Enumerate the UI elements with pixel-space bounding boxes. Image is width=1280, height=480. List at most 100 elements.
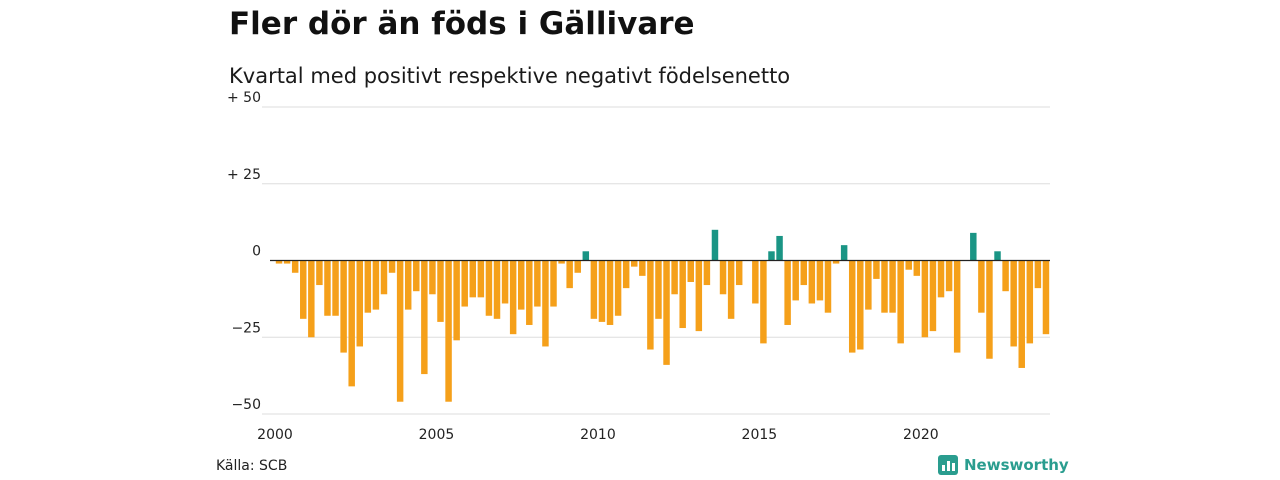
bar xyxy=(978,260,985,313)
bar xyxy=(534,260,541,307)
chart-title: Fler dör än föds i Gällivare xyxy=(229,6,695,42)
bar xyxy=(1002,260,1009,292)
bar xyxy=(388,260,396,273)
bar xyxy=(768,251,775,261)
x-tick-label: 2010 xyxy=(580,427,616,443)
bar xyxy=(300,260,307,319)
bar xyxy=(735,260,743,286)
bar xyxy=(647,260,654,350)
bar xyxy=(840,245,848,261)
x-axis-ticks: 2000 2005 2010 2015 2020 xyxy=(257,427,938,443)
bar xyxy=(364,260,372,313)
bar xyxy=(550,260,557,307)
bar xyxy=(897,260,904,344)
bar xyxy=(372,260,380,310)
bar xyxy=(695,260,703,332)
bar xyxy=(413,260,420,292)
y-tick-label: + 50 xyxy=(227,90,261,106)
bar xyxy=(986,260,993,359)
bar xyxy=(631,260,638,267)
x-tick-label: 2000 xyxy=(257,427,293,443)
bar xyxy=(679,260,686,329)
y-axis-ticks: + 50 + 25 0 −25 −50 xyxy=(227,90,261,413)
bar xyxy=(687,260,694,282)
bar xyxy=(283,260,291,264)
bar xyxy=(760,260,767,344)
bar xyxy=(865,260,872,310)
bar xyxy=(832,260,840,264)
bar xyxy=(1042,260,1050,335)
bar xyxy=(477,260,485,298)
bar xyxy=(404,260,412,310)
bar xyxy=(848,260,856,353)
bar xyxy=(711,229,719,261)
bar xyxy=(453,260,460,341)
y-tick-label: 0 xyxy=(252,244,261,260)
y-tick-label: −50 xyxy=(231,397,261,413)
bar xyxy=(800,260,808,286)
bar xyxy=(816,260,824,301)
bar xyxy=(275,260,283,264)
bar xyxy=(574,260,581,273)
bar xyxy=(606,260,614,325)
bar xyxy=(356,260,364,347)
x-tick-label: 2005 xyxy=(419,427,455,443)
bar xyxy=(953,260,961,353)
chart-subtitle: Kvartal med positivt respektive negativt… xyxy=(229,64,791,88)
bar xyxy=(429,260,436,295)
newsworthy-logo-icon xyxy=(938,455,958,475)
x-tick-label: 2020 xyxy=(903,427,939,443)
x-tick-label: 2015 xyxy=(742,427,778,443)
bar xyxy=(526,260,533,325)
bar xyxy=(622,260,630,289)
bar xyxy=(784,260,791,325)
bar xyxy=(945,260,953,292)
bar xyxy=(469,260,477,298)
bar xyxy=(291,260,299,273)
bar xyxy=(340,260,347,353)
bar xyxy=(501,260,509,304)
bar xyxy=(332,260,339,316)
bar xyxy=(509,260,517,335)
bar xyxy=(324,260,331,316)
bar xyxy=(1034,260,1042,289)
bar xyxy=(316,260,323,286)
bar xyxy=(598,260,606,322)
bar xyxy=(776,235,783,261)
bar xyxy=(929,260,937,332)
bar xyxy=(857,260,864,350)
bar xyxy=(970,232,977,261)
bar xyxy=(913,260,921,276)
bar xyxy=(889,260,896,313)
bar xyxy=(445,260,452,402)
bar xyxy=(461,260,468,307)
bar xyxy=(921,260,929,338)
bar xyxy=(1010,260,1017,347)
bar xyxy=(590,260,598,319)
bar xyxy=(566,260,573,289)
bar xyxy=(348,260,355,387)
bar xyxy=(792,260,799,301)
source-note: Källa: SCB xyxy=(216,458,288,474)
bar xyxy=(582,251,590,261)
bar xyxy=(671,260,678,295)
bar xyxy=(542,260,549,347)
bar xyxy=(727,260,735,319)
brand-logo[interactable]: Newsworthy xyxy=(938,455,1069,475)
bar xyxy=(437,260,444,322)
bar xyxy=(873,260,880,279)
bar xyxy=(308,260,315,338)
bar xyxy=(614,260,622,316)
bar xyxy=(824,260,832,313)
bar xyxy=(493,260,501,319)
bar xyxy=(752,260,759,304)
bar xyxy=(905,260,912,270)
bar xyxy=(380,260,388,295)
bar xyxy=(663,260,670,365)
bar xyxy=(808,260,816,304)
bars xyxy=(275,229,1050,402)
bar xyxy=(1026,260,1034,344)
bar xyxy=(655,260,662,319)
grid-lines xyxy=(262,106,1050,415)
